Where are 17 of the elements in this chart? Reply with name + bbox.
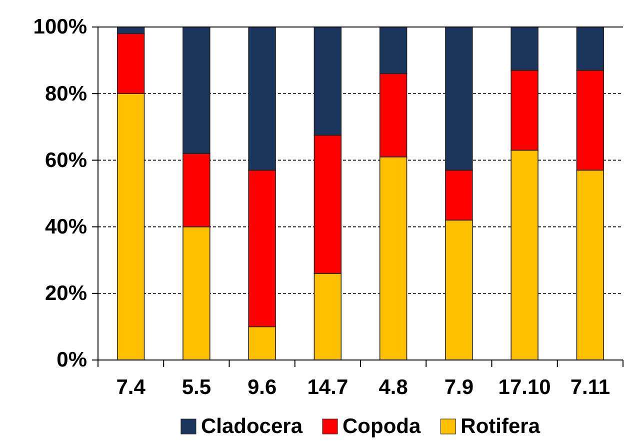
legend-label: Cladocera xyxy=(200,415,303,438)
legend-label: Copoda xyxy=(342,415,421,438)
y-tick-label: 60% xyxy=(44,148,88,172)
y-tick-label: 0% xyxy=(56,348,88,372)
x-tick-label: 5.5 xyxy=(182,376,212,399)
y-tick-label: 80% xyxy=(44,82,88,106)
x-tick-label: 7.9 xyxy=(444,376,474,399)
x-tick-label: 17.10 xyxy=(498,376,551,399)
legend-label: Rotifera xyxy=(460,415,540,438)
x-tick-label: 9.6 xyxy=(247,376,277,399)
y-tick-label: 100% xyxy=(33,16,88,39)
y-tick-label: 40% xyxy=(44,216,88,239)
x-tick-label: 7.4 xyxy=(116,376,146,399)
x-tick-label: 14.7 xyxy=(307,376,348,399)
x-tick-label: 7.11 xyxy=(570,376,610,399)
y-tick-label: 20% xyxy=(44,282,88,306)
x-tick-label: 4.8 xyxy=(378,376,408,399)
